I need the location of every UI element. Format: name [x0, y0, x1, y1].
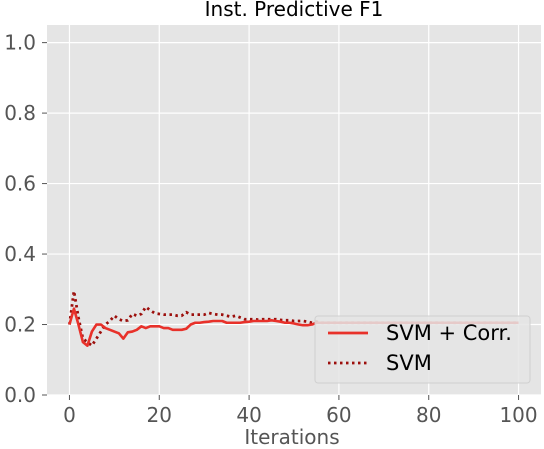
x-axis-label: Iterations — [244, 425, 339, 449]
y-tick-label: 0.2 — [4, 313, 36, 337]
y-tick-label: 0.0 — [4, 383, 36, 407]
chart-title: Inst. Predictive F1 — [205, 0, 384, 21]
legend-label: SVM + Corr. — [386, 321, 512, 345]
grid-lines — [47, 25, 541, 396]
x-axis-ticks: 0 20 40 60 80 100 — [63, 395, 538, 427]
legend-label: SVM — [386, 351, 432, 375]
legend: SVM + Corr. SVM — [314, 315, 531, 384]
y-tick-label: 0.4 — [4, 242, 36, 266]
x-tick-label: 0 — [63, 403, 76, 427]
x-tick-label: 80 — [416, 403, 441, 427]
legend-box — [314, 315, 531, 384]
x-tick-label: 60 — [326, 403, 351, 427]
x-tick-label: 100 — [499, 403, 537, 427]
y-axis-ticks: 0.0 0.2 0.4 0.6 0.8 1.0 — [4, 31, 47, 407]
y-tick-label: 1.0 — [4, 31, 36, 55]
x-tick-label: 20 — [147, 403, 172, 427]
y-tick-label: 0.8 — [4, 101, 36, 125]
y-tick-label: 0.6 — [4, 172, 36, 196]
x-tick-label: 40 — [236, 403, 261, 427]
